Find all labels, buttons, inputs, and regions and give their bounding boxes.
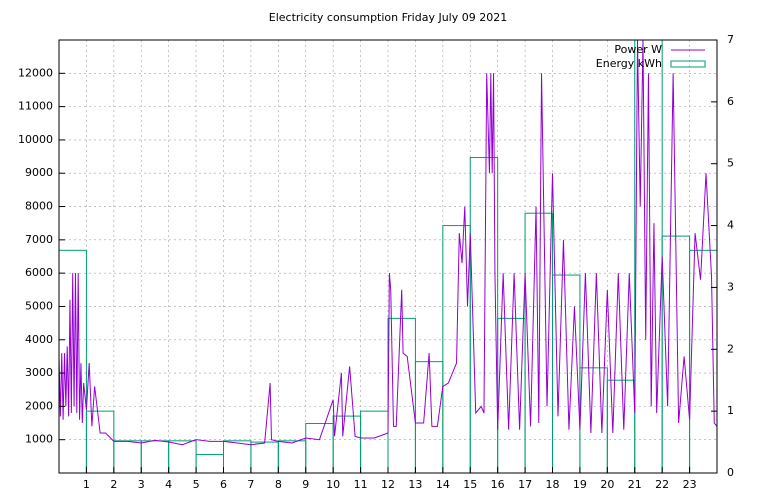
y-tick-label: 5000: [25, 299, 53, 312]
x-tick-label: 17: [518, 478, 532, 491]
x-tick-label: 3: [138, 478, 145, 491]
energy-box: [113, 440, 142, 473]
x-tick-label: 21: [628, 478, 642, 491]
y2-tick-label: 2: [727, 342, 734, 355]
energy-box: [59, 249, 87, 473]
x-tick-label: 6: [220, 478, 227, 491]
energy-box: [469, 157, 499, 473]
energy-box: [223, 440, 252, 473]
chart-title: Electricity consumption Friday July 09 2…: [269, 11, 507, 24]
x-tick-label: 13: [408, 478, 422, 491]
y2-tick-label: 5: [727, 157, 734, 170]
y2-tick-label: 4: [727, 219, 734, 232]
x-tick-label: 23: [683, 478, 697, 491]
y-tick-label: 6000: [25, 266, 53, 279]
energy-box: [140, 440, 170, 473]
y2-tick-label: 7: [727, 33, 734, 46]
x-tick-label: 5: [193, 478, 200, 491]
x-tick-label: 1: [83, 478, 90, 491]
x-tick-label: 8: [275, 478, 282, 491]
x-tick-label: 11: [354, 478, 368, 491]
y2-tick-label: 1: [727, 404, 734, 417]
y-tick-label: 12000: [18, 66, 53, 79]
x-tick-label: 10: [326, 478, 340, 491]
energy-box: [168, 440, 197, 473]
power-line: [59, 40, 717, 446]
energy-box: [360, 410, 389, 473]
energy-box: [85, 410, 115, 473]
legend-label: Power W: [614, 43, 662, 56]
x-tick-label: 9: [302, 478, 309, 491]
x-tick-label: 14: [436, 478, 450, 491]
x-tick-label: 20: [600, 478, 614, 491]
x-tick-label: 22: [655, 478, 669, 491]
plot-area: [59, 40, 717, 473]
x-tick-label: 2: [110, 478, 117, 491]
y-tick-label: 8000: [25, 200, 53, 213]
y-tick-label: 3000: [25, 366, 53, 379]
y-tick-label: 9000: [25, 166, 53, 179]
y2-tick-label: 3: [727, 280, 734, 293]
legend-label: Energy kWh: [596, 57, 662, 70]
y-tick-label: 11000: [18, 100, 53, 113]
y-tick-label: 1000: [25, 433, 53, 446]
energy-box: [305, 423, 334, 473]
x-tick-label: 12: [381, 478, 395, 491]
y-tick-label: 7000: [25, 233, 53, 246]
energy-box: [579, 367, 608, 473]
x-tick-label: 7: [247, 478, 254, 491]
y-tick-label: 4000: [25, 333, 53, 346]
y2-tick-label: 6: [727, 95, 734, 108]
x-tick-label: 19: [573, 478, 587, 491]
x-tick-label: 18: [546, 478, 560, 491]
legend-swatch: [670, 60, 706, 68]
x-tick-label: 15: [463, 478, 477, 491]
y-tick-label: 10000: [18, 133, 53, 146]
energy-box: [250, 441, 279, 473]
energy-box: [195, 453, 224, 473]
y-tick-label: 2000: [25, 399, 53, 412]
energy-box: [332, 415, 362, 473]
x-tick-label: 16: [491, 478, 505, 491]
energy-box: [277, 440, 307, 473]
x-tick-label: 4: [165, 478, 172, 491]
y2-tick-label: 0: [727, 466, 734, 479]
